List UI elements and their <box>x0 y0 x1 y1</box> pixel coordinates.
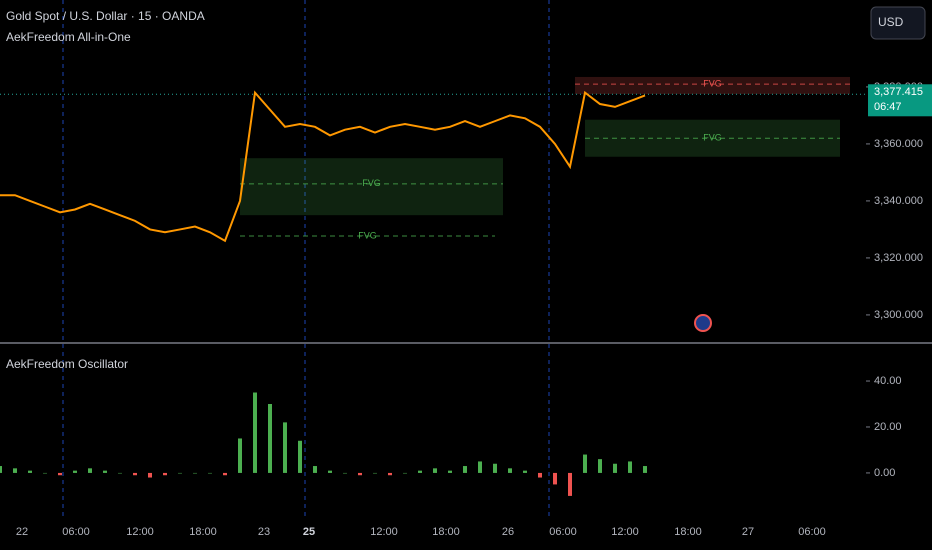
fvg-zone <box>240 158 503 216</box>
y-tick-label: 40.00 <box>874 375 902 387</box>
y-tick-label: 20.00 <box>874 421 902 433</box>
oscillator-bar <box>388 472 392 476</box>
oscillator-bar <box>538 472 542 478</box>
oscillator-bar <box>493 463 497 473</box>
x-tick-label: 06:00 <box>798 526 826 538</box>
oscillator-bar <box>178 472 182 474</box>
oscillator-bar <box>283 422 287 473</box>
y-tick-label: 3,340.000 <box>874 195 923 207</box>
oscillator-bar <box>433 468 437 473</box>
oscillator-bar <box>208 472 212 474</box>
x-tick-label: 12:00 <box>126 526 154 538</box>
fvg-label: FVG <box>703 133 722 143</box>
oscillator-bar <box>238 438 242 473</box>
y-tick-label: 3,300.000 <box>874 309 923 321</box>
oscillator-bar <box>298 440 302 473</box>
oscillator-bar <box>73 470 77 473</box>
x-tick-label: 12:00 <box>611 526 639 538</box>
currency-label[interactable]: USD <box>878 15 904 29</box>
x-tick-label: 22 <box>16 526 28 538</box>
oscillator-bar <box>343 472 347 474</box>
x-tick-label: 26 <box>502 526 514 538</box>
oscillator-bar <box>223 472 227 476</box>
fvg-zone <box>575 76 850 95</box>
y-tick-label: 3,320.000 <box>874 252 923 264</box>
oscillator-bar <box>478 461 482 473</box>
fvg-label: FVG <box>362 178 381 188</box>
oscillator-bar <box>148 472 152 478</box>
oscillator-title: AekFreedom Oscillator <box>6 357 128 371</box>
x-tick-label: 06:00 <box>549 526 577 538</box>
oscillator-bar <box>508 468 512 473</box>
oscillator-bar <box>448 470 452 473</box>
fvg-label: FVG <box>358 230 377 240</box>
last-price-label: 3,377.415 <box>874 86 923 98</box>
x-tick-label: 25 <box>303 526 315 538</box>
x-tick-label: 12:00 <box>370 526 398 538</box>
countdown-label: 06:47 <box>874 101 902 113</box>
x-tick-label: 06:00 <box>62 526 90 538</box>
oscillator-bar <box>268 404 272 473</box>
x-tick-label: 18:00 <box>432 526 460 538</box>
oscillator-bar <box>523 470 527 473</box>
oscillator-bar <box>118 472 122 474</box>
x-tick-label: 27 <box>742 526 754 538</box>
oscillator-bar <box>328 470 332 473</box>
chart-title: Gold Spot / U.S. Dollar · 15 · OANDA <box>6 9 205 23</box>
oscillator-bar <box>13 468 17 473</box>
x-tick-label: 18:00 <box>674 526 702 538</box>
oscillator-bar <box>313 466 317 473</box>
oscillator-bar <box>358 472 362 476</box>
last-price-tag <box>868 84 932 117</box>
oscillator-bar <box>553 472 557 485</box>
oscillator-bar <box>193 472 197 474</box>
y-tick-label: 3,360.000 <box>874 138 923 150</box>
oscillator-bar <box>463 466 467 473</box>
oscillator-bar <box>88 468 92 473</box>
oscillator-bar <box>103 470 107 473</box>
fvg-label: FVG <box>703 78 722 88</box>
oscillator-bar <box>568 472 572 496</box>
oscillator-bar <box>643 466 647 473</box>
price-line <box>0 90 646 243</box>
oscillator-bar <box>133 472 137 476</box>
indicator-name: AekFreedom All-in-One <box>6 30 131 44</box>
oscillator-bar <box>58 472 62 476</box>
oscillator-bar <box>583 454 587 473</box>
x-tick-label: 18:00 <box>189 526 217 538</box>
event-flag <box>694 314 712 332</box>
oscillator-bar <box>613 463 617 473</box>
oscillator-bar <box>163 472 167 476</box>
oscillator-bar <box>598 459 602 473</box>
oscillator-bar <box>43 472 47 474</box>
oscillator-bar <box>403 472 407 474</box>
oscillator-bar <box>0 466 2 473</box>
x-tick-label: 23 <box>258 526 270 538</box>
oscillator-bar <box>418 470 422 473</box>
oscillator-bar <box>628 461 632 473</box>
oscillator-bar <box>28 470 32 473</box>
oscillator-bar <box>373 472 377 474</box>
y-tick-label: 0.00 <box>874 467 895 479</box>
oscillator-bar <box>253 392 257 473</box>
currency-button[interactable] <box>870 6 926 40</box>
